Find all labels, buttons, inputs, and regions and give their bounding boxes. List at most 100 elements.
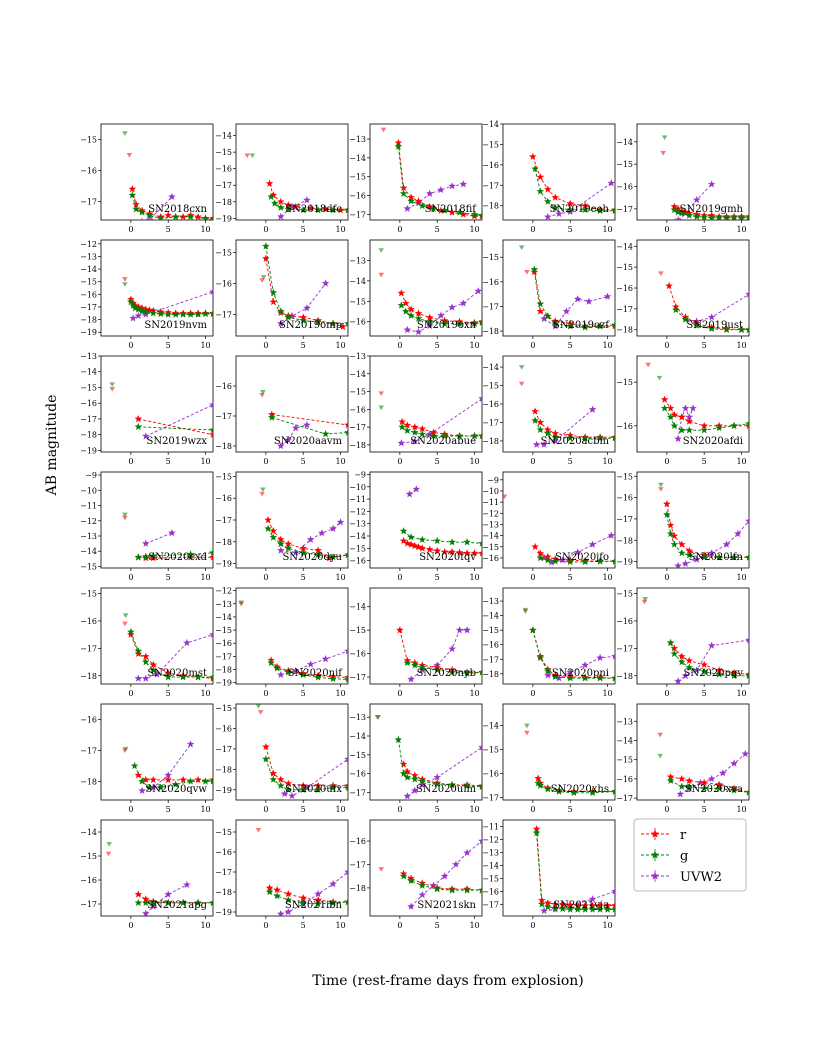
y-tick-label: −18 bbox=[482, 670, 499, 679]
y-tick-label: −14 bbox=[80, 828, 97, 837]
plot-area bbox=[105, 842, 213, 916]
data-point-g bbox=[314, 785, 323, 794]
panel-sn2019nvm: 0 5 10 −12 −13 −14 −15 −16 −17 −18 −19 SN2019nvm bbox=[80, 239, 214, 350]
data-point-g bbox=[707, 324, 716, 332]
data-point-g bbox=[145, 783, 154, 791]
data-point-uvw2 bbox=[573, 548, 582, 556]
data-point-g bbox=[440, 319, 449, 328]
data-point-g bbox=[478, 318, 482, 326]
y-tick-label: −15 bbox=[482, 253, 499, 262]
x-tick-label: 10 bbox=[469, 341, 479, 350]
y-tick-label: −13 bbox=[349, 135, 366, 144]
legend-label: UVW2 bbox=[680, 870, 722, 885]
data-point-g bbox=[440, 206, 449, 214]
data-point-uvw2 bbox=[474, 287, 482, 295]
data-point-g bbox=[581, 674, 590, 682]
x-tick-label: 5 bbox=[435, 573, 440, 582]
data-point-r bbox=[665, 281, 673, 290]
panel-sn2019ozf: 0 5 10 −15 −16 −17 −18 SN2019ozf bbox=[482, 239, 616, 350]
data-point-uvw2 bbox=[448, 182, 457, 190]
data-point-uvw2 bbox=[543, 212, 552, 220]
x-tick-label: 10 bbox=[736, 573, 746, 582]
data-point-uvw2 bbox=[607, 531, 615, 539]
data-point-g bbox=[156, 783, 165, 791]
data-point-g bbox=[399, 527, 408, 535]
data-point-g bbox=[478, 886, 482, 894]
data-point-uvw2 bbox=[573, 295, 582, 303]
y-tick-label: −17 bbox=[349, 210, 366, 219]
data-point-g bbox=[418, 201, 427, 210]
data-point-g bbox=[700, 784, 709, 792]
panel-title: SN2018cxn bbox=[148, 204, 207, 215]
data-point-g bbox=[470, 431, 479, 440]
data-point-r bbox=[414, 543, 423, 551]
data-point-g bbox=[745, 671, 749, 680]
series-line-uvw2 bbox=[280, 199, 308, 218]
x-tick-label: 10 bbox=[335, 341, 345, 350]
series-line-g bbox=[138, 426, 213, 431]
data-point-r bbox=[407, 305, 415, 313]
data-point-r bbox=[276, 775, 285, 783]
x-tick-label: 10 bbox=[736, 341, 746, 350]
panel-frame bbox=[100, 471, 214, 569]
series-line-r bbox=[403, 540, 482, 554]
x-tick-label: 5 bbox=[568, 805, 573, 814]
y-tick-label: −10 bbox=[349, 483, 366, 492]
x-tick-label: 0 bbox=[128, 805, 133, 814]
data-point-g bbox=[194, 310, 202, 318]
data-point-uvw2 bbox=[306, 660, 315, 668]
data-point-g bbox=[463, 669, 471, 677]
data-point-uvw2 bbox=[418, 665, 427, 674]
data-point-g bbox=[448, 886, 457, 894]
panel-sn2020dyu: 0 5 10 −15 −16 −17 −18 −19 SN2020dyu bbox=[215, 471, 349, 582]
data-point-uvw2 bbox=[611, 652, 615, 660]
x-tick-label: 10 bbox=[736, 805, 746, 814]
y-tick-label: −16 bbox=[215, 494, 232, 503]
panel-title: SN2020afdi bbox=[683, 436, 743, 447]
x-tick-label: 5 bbox=[301, 341, 306, 350]
data-point-g bbox=[730, 553, 738, 561]
x-tick-label: 10 bbox=[736, 225, 746, 234]
data-point-uvw2 bbox=[288, 791, 296, 800]
y-tick-label: −18 bbox=[482, 327, 499, 336]
x-tick-label: 0 bbox=[397, 225, 402, 234]
panel-title: SN2020xhs bbox=[551, 784, 609, 795]
y-tick-label: −16 bbox=[80, 399, 97, 408]
x-tick-label: 5 bbox=[702, 225, 707, 234]
data-point-g bbox=[478, 668, 482, 676]
series-line-r bbox=[403, 764, 482, 787]
data-point-g bbox=[269, 288, 278, 296]
y-tick-label: −14 bbox=[80, 547, 97, 556]
panel-title: SN2020nyb bbox=[416, 668, 476, 679]
data-point-uvw2 bbox=[425, 321, 434, 330]
y-tick-label: −17 bbox=[215, 412, 232, 421]
y-tick-label: −12 bbox=[80, 240, 97, 249]
panel-title: SN2020jfo bbox=[555, 552, 609, 563]
legend-label: g bbox=[680, 849, 688, 864]
y-tick-label: −16 bbox=[349, 650, 366, 659]
data-point-uvw2 bbox=[418, 780, 427, 789]
data-point-uvw2 bbox=[692, 195, 701, 204]
x-tick-label: 5 bbox=[435, 805, 440, 814]
data-point-uvw2 bbox=[403, 204, 412, 212]
plot-area bbox=[122, 277, 213, 322]
data-point-g bbox=[407, 876, 415, 885]
series-line-uvw2 bbox=[401, 398, 482, 444]
data-point-r bbox=[433, 546, 442, 555]
y-tick-label: −17 bbox=[482, 181, 499, 190]
y-tick-label: −15 bbox=[215, 248, 232, 257]
panel-title: SN2021yja bbox=[553, 900, 609, 911]
upper-limit-g bbox=[109, 382, 115, 387]
data-point-g bbox=[134, 305, 143, 313]
data-point-r bbox=[463, 549, 471, 557]
panel-title: SN2019gmh bbox=[680, 204, 744, 215]
data-point-g bbox=[401, 307, 410, 315]
upper-limit-g bbox=[122, 613, 129, 619]
data-point-g bbox=[149, 898, 158, 907]
data-point-uvw2 bbox=[676, 790, 685, 798]
upper-limit-r bbox=[259, 491, 265, 497]
data-point-g bbox=[329, 319, 337, 327]
panel-title: SN2020pqv bbox=[683, 668, 743, 679]
data-point-uvw2 bbox=[603, 292, 612, 300]
series-line-r bbox=[131, 188, 213, 219]
